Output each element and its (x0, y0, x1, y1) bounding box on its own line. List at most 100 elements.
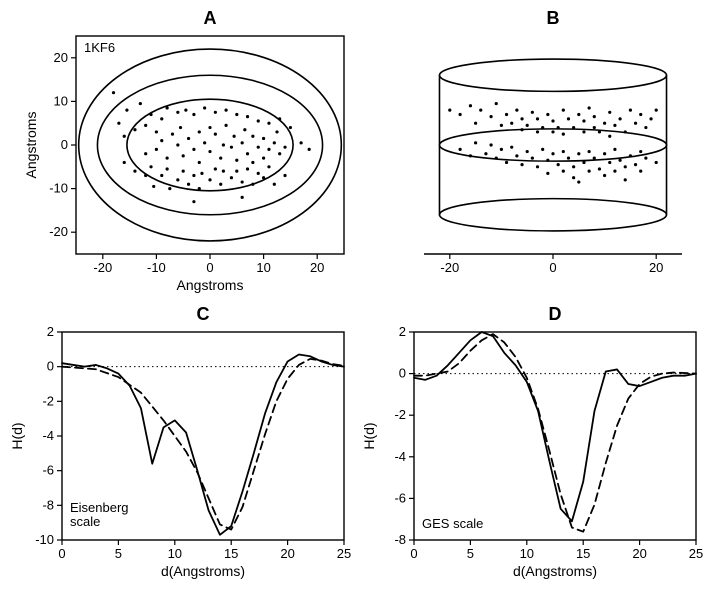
scatter-point (572, 176, 575, 179)
y-tick-label: -4 (394, 449, 406, 464)
panel-annotation: GES scale (422, 516, 483, 531)
scatter-point (283, 146, 286, 149)
y-tick-label: -2 (42, 393, 54, 408)
scatter-point (634, 122, 637, 125)
scatter-point (139, 102, 142, 105)
scatter-point (308, 148, 311, 151)
scatter-point (152, 185, 155, 188)
scatter-point (117, 122, 120, 125)
scatter-point (144, 124, 147, 127)
x-tick-label: 5 (115, 546, 122, 561)
scatter-point (526, 124, 529, 127)
scatter-point (262, 176, 265, 179)
scatter-point (541, 148, 544, 151)
scatter-point (171, 133, 174, 136)
scatter-point (618, 159, 621, 162)
scatter-point (200, 172, 203, 175)
scatter-point (235, 113, 238, 116)
scatter-point (593, 156, 596, 159)
y-label: Angstroms (23, 112, 39, 179)
scatter-point (567, 156, 570, 159)
scatter-point (603, 152, 606, 155)
scatter-point (577, 113, 580, 116)
scatter-point (618, 117, 621, 120)
x-label: d(Angstroms) (513, 563, 597, 579)
scatter-point (624, 130, 627, 133)
scatter-point (448, 109, 451, 112)
x-tick-label: 20 (649, 260, 663, 275)
panel-title: C (197, 304, 210, 324)
scatter-point (613, 170, 616, 173)
scatter-point (469, 154, 472, 157)
scatter-point (598, 130, 601, 133)
ellipse (439, 199, 666, 231)
x-label: Angstroms (177, 277, 244, 293)
scatter-point (551, 130, 554, 133)
scatter-point (246, 152, 249, 155)
scatter-point (495, 102, 498, 105)
scatter-point (224, 124, 227, 127)
y-label: H(d) (361, 422, 377, 449)
series-dashed (414, 334, 696, 532)
scatter-point (639, 170, 642, 173)
scatter-point (198, 187, 201, 190)
scatter-point (166, 106, 169, 109)
scatter-point (551, 119, 554, 122)
x-tick-label: 15 (224, 546, 238, 561)
scatter-point (603, 122, 606, 125)
scatter-point (515, 109, 518, 112)
scatter-point (531, 156, 534, 159)
scatter-point (235, 159, 238, 162)
x-tick-label: -10 (147, 260, 166, 275)
scatter-point (241, 141, 244, 144)
scatter-point (273, 183, 276, 186)
scatter-point (588, 106, 591, 109)
scatter-point (546, 113, 549, 116)
scatter-point (133, 170, 136, 173)
scatter-point (187, 183, 190, 186)
scatter-point (230, 176, 233, 179)
scatter-point (222, 170, 225, 173)
scatter-point (192, 113, 195, 116)
scatter-point (230, 146, 233, 149)
panel-annotation: 1KF6 (84, 40, 115, 55)
x-tick-label: 5 (467, 546, 474, 561)
scatter-point (182, 154, 185, 157)
x-tick-label: 10 (168, 546, 182, 561)
x-tick-label: 20 (280, 546, 294, 561)
scatter-point (546, 159, 549, 162)
scatter-point (551, 152, 554, 155)
scatter-point (179, 126, 182, 129)
scatter-point (166, 156, 169, 159)
y-tick-label: -8 (394, 532, 406, 547)
scatter-point (257, 119, 260, 122)
ellipse (439, 59, 666, 91)
scatter-point (241, 180, 244, 183)
scatter-point (474, 122, 477, 125)
scatter-point (166, 167, 169, 170)
scatter-point (243, 128, 246, 131)
scatter-point (624, 178, 627, 181)
scatter-point (149, 165, 152, 168)
scatter-point (257, 146, 260, 149)
scatter-point (257, 172, 260, 175)
scatter-point (112, 91, 115, 94)
scatter-point (582, 130, 585, 133)
y-tick-label: -10 (35, 532, 54, 547)
scatter-point (208, 178, 211, 181)
scatter-point (267, 165, 270, 168)
scatter-point (489, 115, 492, 118)
scatter-point (474, 141, 477, 144)
scatter-point (246, 115, 249, 118)
scatter-point (459, 113, 462, 116)
scatter-point (608, 135, 611, 138)
scatter-point (634, 163, 637, 166)
panel-annotation: Eisenberg (70, 500, 129, 515)
scatter-point (155, 130, 158, 133)
scatter-point (262, 137, 265, 140)
scatter-point (536, 130, 539, 133)
scatter-point (484, 152, 487, 155)
scatter-point (505, 161, 508, 164)
scatter-point (176, 111, 179, 114)
x-tick-label: 20 (310, 260, 324, 275)
